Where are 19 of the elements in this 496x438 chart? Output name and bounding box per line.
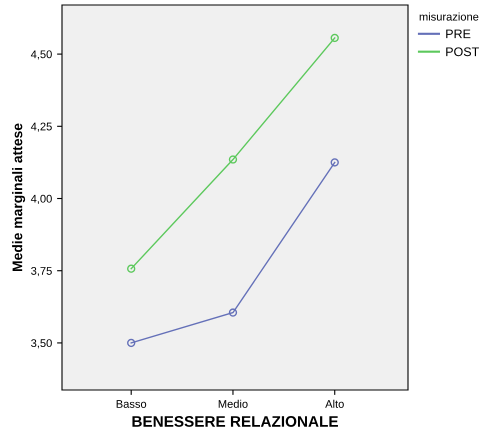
point <box>228 155 238 164</box>
point <box>127 338 136 348</box>
point <box>330 158 339 167</box>
x-tick-label: Basso <box>116 400 146 408</box>
y-tick-label: 4,50 <box>30 50 52 60</box>
x-tick-label: Medio <box>218 400 248 408</box>
legend-label: PRE <box>446 30 470 38</box>
point <box>228 308 238 317</box>
point <box>127 264 136 273</box>
legend-label: POST <box>446 47 479 56</box>
y-tick-label: 3,75 <box>31 266 52 276</box>
legend-title: misurazione <box>420 12 478 21</box>
y-tick-label: 3,50 <box>31 339 52 348</box>
y-tick-label: 4,00 <box>30 194 52 204</box>
y-tick-label: 4,25 <box>30 122 52 132</box>
x-axis-title: BENESSERE RELAZIONALE <box>132 416 338 427</box>
point <box>330 34 339 42</box>
x-tick-label: Alto <box>325 400 344 408</box>
y-axis-title: Medie marginali attese <box>12 123 26 272</box>
